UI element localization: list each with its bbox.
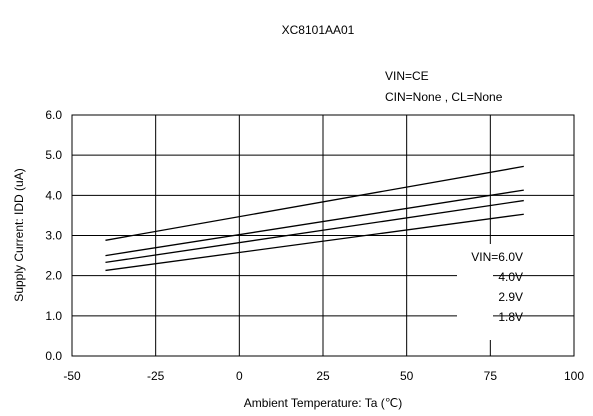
legend-label-1-8v: 1.8V (498, 310, 523, 324)
x-tick-label: 0 (236, 369, 243, 383)
y-tick-label: 0.0 (45, 349, 62, 363)
tick-layer: -50 -25 0 25 50 75 100 0.0 1.0 2.0 3.0 4.0 5.0 6.0 (45, 108, 584, 383)
y-axis-label: Supply Current: IDD (uA) (12, 168, 26, 301)
y-tick-label: 5.0 (45, 148, 62, 162)
chart-title: XC8101AA01 (282, 23, 355, 37)
x-tick-label: -50 (63, 369, 81, 383)
legend-label-2-9v: 2.9V (498, 290, 523, 304)
x-tick-label: 75 (484, 369, 498, 383)
x-tick-label: 100 (564, 369, 584, 383)
y-tick-label: 4.0 (45, 188, 62, 202)
legend-label-vin-6v: VIN=6.0V (471, 250, 523, 264)
series-layer (105, 165, 524, 272)
legend-label-4v: 4.0V (498, 270, 523, 284)
y-tick-label: 3.0 (45, 229, 62, 243)
x-tick-label: 25 (316, 369, 330, 383)
legend-box (457, 244, 493, 340)
x-tick-label: 50 (400, 369, 414, 383)
x-tick-label: -25 (147, 369, 165, 383)
series-line (105, 213, 524, 272)
plot-frame (71, 114, 575, 357)
y-tick-label: 1.0 (45, 309, 62, 323)
series-line (105, 189, 524, 257)
condition-vin: VIN=CE (385, 69, 429, 83)
condition-cin-cl: CIN=None , CL=None (385, 90, 503, 104)
series-line (105, 199, 524, 264)
x-axis-label: Ambient Temperature: Ta (℃) (244, 396, 402, 410)
series-line (105, 165, 524, 241)
y-tick-label: 6.0 (45, 108, 62, 122)
y-tick-label: 2.0 (45, 269, 62, 283)
